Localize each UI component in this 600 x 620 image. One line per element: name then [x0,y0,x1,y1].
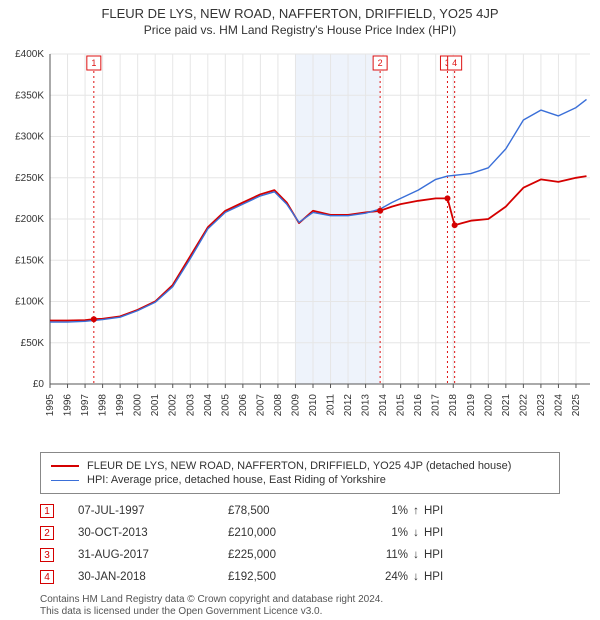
transaction-diff: 1% [348,527,408,539]
transaction-price: £78,500 [228,505,348,517]
transactions-table: 107-JUL-1997£78,5001%↑HPI230-OCT-2013£21… [40,500,560,588]
svg-text:2019: 2019 [466,394,477,417]
transaction-row: 1 07-JUL-1997£78,5001%↑HPI [40,500,560,522]
svg-text:2012: 2012 [343,394,354,417]
svg-text:2005: 2005 [220,394,231,417]
transaction-price: £192,500 [228,571,348,583]
svg-text:2024: 2024 [553,394,564,417]
svg-text:2001: 2001 [150,394,161,417]
svg-text:£300K: £300K [15,132,44,143]
transaction-diff: 24% [348,571,408,583]
transaction-date: 30-JAN-2018 [78,571,228,583]
transaction-diff: 11% [348,549,408,561]
svg-text:2000: 2000 [133,394,144,417]
legend-item: FLEUR DE LYS, NEW ROAD, NAFFERTON, DRIFF… [51,459,549,473]
line-chart: £0 £50K £100K £150K £200K £250K £300K £350K £400… [0,44,600,444]
arrow-icon: ↓ [408,527,424,539]
svg-text:£350K: £350K [15,90,44,101]
arrow-icon: ↓ [408,571,424,583]
transaction-row: 2 30-OCT-2013£210,0001%↓HPI [40,522,560,544]
transaction-date: 07-JUL-1997 [78,505,228,517]
svg-text:2004: 2004 [203,394,214,417]
svg-text:2014: 2014 [378,394,389,417]
footnote-line: Contains HM Land Registry data © Crown c… [40,594,560,606]
transaction-marker: 2 [40,526,54,540]
svg-text:£50K: £50K [21,338,45,349]
svg-text:2025: 2025 [571,394,582,417]
transaction-marker: 3 [40,548,54,562]
transaction-hpi-label: HPI [424,527,464,539]
svg-text:2023: 2023 [536,394,547,417]
svg-text:2017: 2017 [431,394,442,417]
svg-text:£150K: £150K [15,255,44,266]
svg-text:1995: 1995 [45,394,56,417]
svg-text:1997: 1997 [80,394,91,417]
transaction-hpi-label: HPI [424,571,464,583]
legend-label: HPI: Average price, detached house, East… [87,474,386,486]
footnote-line: This data is licensed under the Open Gov… [40,606,560,618]
svg-text:2010: 2010 [308,394,319,417]
transaction-diff: 1% [348,505,408,517]
svg-text:2009: 2009 [290,394,301,417]
chart-title: FLEUR DE LYS, NEW ROAD, NAFFERTON, DRIFF… [0,0,600,21]
svg-text:1: 1 [91,58,96,68]
svg-text:2008: 2008 [273,394,284,417]
svg-text:£0: £0 [33,379,45,390]
svg-text:2018: 2018 [448,394,459,417]
transaction-hpi-label: HPI [424,549,464,561]
transaction-row: 4 30-JAN-2018£192,50024%↓HPI [40,566,560,588]
svg-text:2002: 2002 [168,394,179,417]
transaction-date: 30-OCT-2013 [78,527,228,539]
arrow-icon: ↓ [408,549,424,561]
transaction-date: 31-AUG-2017 [78,549,228,561]
svg-text:1998: 1998 [98,394,109,417]
svg-text:£200K: £200K [15,214,44,225]
svg-text:£400K: £400K [15,49,44,60]
footnote: Contains HM Land Registry data © Crown c… [40,594,560,618]
transaction-price: £225,000 [228,549,348,561]
svg-text:2022: 2022 [518,394,529,417]
transaction-marker: 4 [40,570,54,584]
svg-text:2021: 2021 [501,394,512,417]
chart-subtitle: Price paid vs. HM Land Registry's House … [0,21,600,41]
transaction-hpi-label: HPI [424,505,464,517]
svg-text:2007: 2007 [255,394,266,417]
legend-swatch [51,465,79,467]
svg-text:2016: 2016 [413,394,424,417]
svg-text:2006: 2006 [238,394,249,417]
legend-label: FLEUR DE LYS, NEW ROAD, NAFFERTON, DRIFF… [87,460,511,472]
transaction-price: £210,000 [228,527,348,539]
svg-text:2: 2 [378,58,383,68]
legend-swatch [51,480,79,481]
svg-text:2013: 2013 [361,394,372,417]
svg-text:2011: 2011 [326,394,337,416]
svg-text:1996: 1996 [63,394,74,417]
legend-item: HPI: Average price, detached house, East… [51,473,549,487]
transaction-row: 3 31-AUG-2017£225,00011%↓HPI [40,544,560,566]
svg-text:£250K: £250K [15,173,44,184]
svg-text:1999: 1999 [115,394,126,417]
svg-text:4: 4 [452,58,457,68]
svg-text:2003: 2003 [185,394,196,417]
transaction-marker: 1 [40,504,54,518]
svg-text:2015: 2015 [396,394,407,417]
legend: FLEUR DE LYS, NEW ROAD, NAFFERTON, DRIFF… [40,452,560,494]
chart-area: £0 £50K £100K £150K £200K £250K £300K £350K £400… [0,44,600,444]
svg-text:2020: 2020 [483,394,494,417]
svg-text:£100K: £100K [15,297,44,308]
arrow-icon: ↑ [408,505,424,517]
